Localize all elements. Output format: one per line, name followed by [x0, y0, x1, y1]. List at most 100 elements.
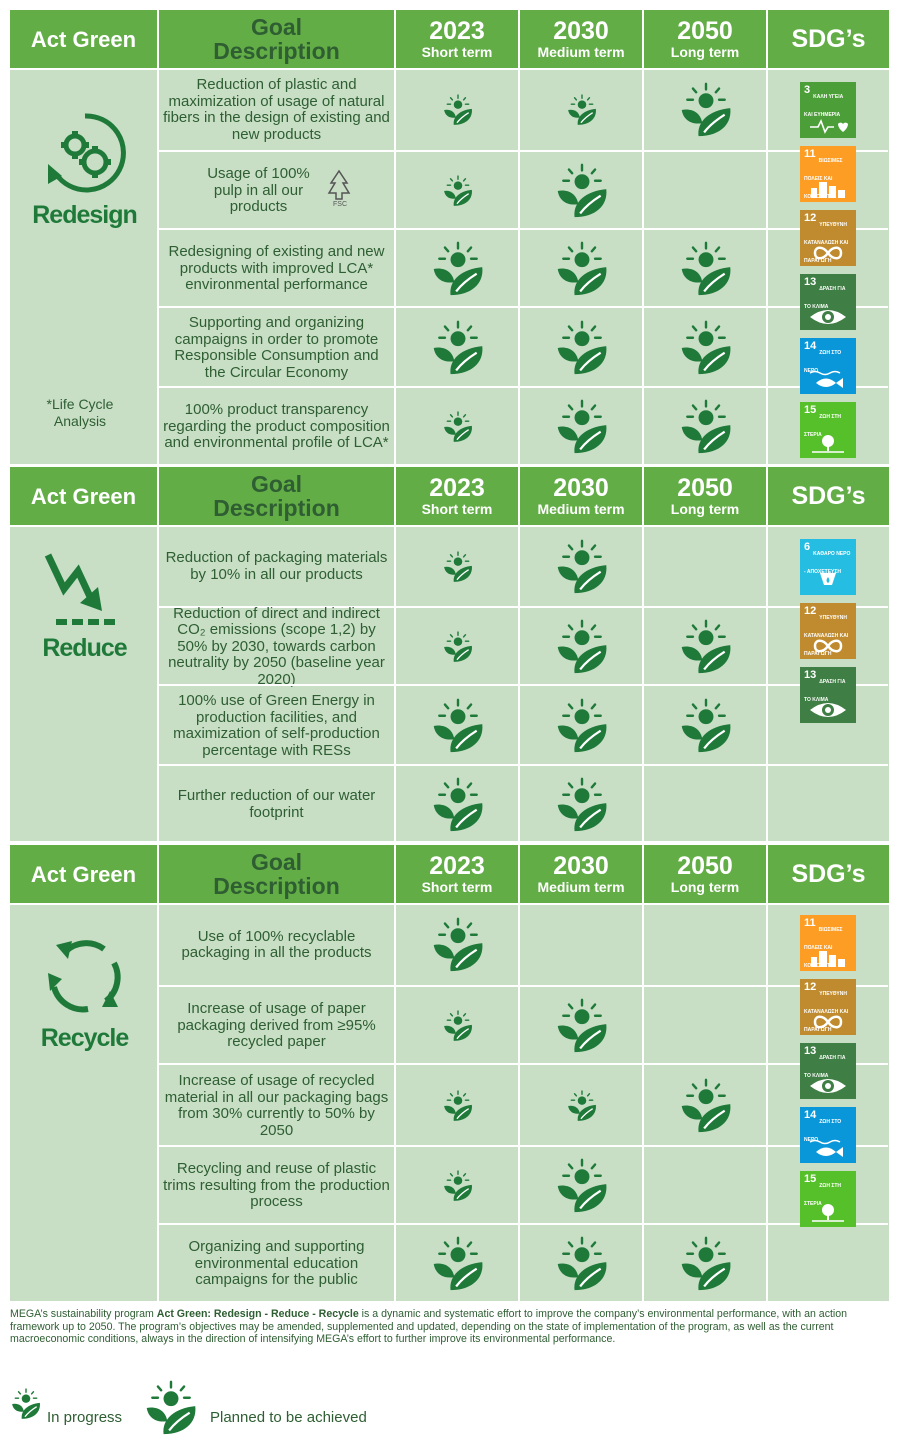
legend-planned: Planned to be achieved	[143, 1380, 403, 1436]
goal-description: Reduction of plastic and maximization of…	[163, 76, 390, 143]
header-y2050-sub: Long term	[670, 878, 740, 895]
planned-icon	[430, 320, 486, 376]
y2030-status	[520, 766, 643, 843]
section-title-group: Reduce	[10, 549, 159, 663]
y2030-status	[520, 608, 643, 686]
header-act-label: Act Green	[30, 861, 137, 887]
y2023-status	[396, 308, 519, 388]
lca-footnote: *Life Cycle Analysis	[46, 396, 114, 429]
header-act: Act Green	[10, 467, 157, 525]
y2050-status	[644, 70, 767, 150]
header-sdg: SDG’s	[768, 10, 889, 68]
planned-icon	[430, 777, 486, 833]
y2030-status	[520, 152, 643, 230]
header-y2023: 2023 Short term	[396, 845, 518, 903]
header-goal-label: Goal Description	[213, 849, 340, 899]
header-y2050-sub: Long term	[670, 500, 740, 517]
goal-row: 100% product transparency regarding the …	[159, 386, 888, 466]
goal-row: Usage of 100% pulp in all our products F…	[159, 150, 888, 230]
goal-row: Further reduction of our water footprint	[159, 764, 888, 843]
header-y2050: 2050 Long term	[644, 845, 766, 903]
planned-icon	[678, 619, 734, 675]
planned-icon	[678, 320, 734, 376]
sdg-3-tile: 3 ΚΑΛΗ ΥΓΕΙΑ ΚΑΙ ΕΥΗΜΕΡΙΑ	[800, 82, 856, 138]
header-act: Act Green	[10, 845, 157, 903]
planned-icon	[678, 1078, 734, 1134]
y2050-status	[644, 527, 767, 606]
goal-row: Organizing and supporting environmental …	[159, 1223, 888, 1303]
header-y2030-label: 2030	[553, 851, 609, 880]
sdg-panel	[768, 905, 889, 1301]
section-reduce: Act Green Goal Description 2023 Short te…	[10, 467, 889, 843]
y2023-status	[396, 766, 519, 843]
section-redesign: Act Green Goal Description 2023 Short te…	[10, 10, 889, 466]
goal-description: Further reduction of our water footprint	[177, 787, 376, 821]
planned-icon	[430, 241, 486, 297]
header-sdg: SDG’s	[768, 467, 889, 525]
sdg-11-tile: 11 ΒΙΩΣΙΜΕΣ ΠΟΛΕΙΣ ΚΑΙ ΚΟΙΝΟΤΗΤΕΣ	[800, 146, 856, 202]
planned-icon	[554, 698, 610, 754]
goal-row: Increase of usage of recycled material i…	[159, 1063, 888, 1147]
sdg-15-tile: 15 ΖΩΗ ΣΤΗ ΣΤΕΡΙΑ	[800, 402, 856, 458]
y2023-status	[396, 987, 519, 1065]
header-y2023-sub: Short term	[421, 500, 493, 517]
in-progress-icon	[442, 175, 474, 207]
fsc-logo-icon: FSC	[319, 169, 355, 214]
y2050-status	[644, 608, 767, 686]
section-icon-panel	[10, 70, 157, 464]
planned-icon	[554, 1236, 610, 1292]
legend-in-progress-label: In progress	[47, 1409, 123, 1426]
y2023-status	[396, 608, 519, 686]
y2023-status	[396, 905, 519, 985]
header-act-label: Act Green	[30, 26, 137, 52]
planned-icon	[554, 998, 610, 1054]
y2050-status	[644, 230, 767, 308]
goal-description: Increase of usage of paper packaging der…	[177, 1000, 376, 1051]
y2023-status	[396, 152, 519, 230]
y2050-status	[644, 388, 767, 466]
y2050-status	[644, 152, 767, 230]
section-icon-panel	[10, 905, 157, 1301]
sdg-14-tile: 14 ΖΩΗ ΣΤΟ ΝΕΡΟ	[800, 1107, 856, 1163]
header-y2050-sub: Long term	[670, 43, 740, 60]
y2050-status	[644, 987, 767, 1065]
goal-description: Supporting and organizing campaigns in o…	[174, 314, 379, 381]
in-progress-icon	[442, 1170, 474, 1202]
sdg-12-tile: 12 ΥΠΕΥΘΥΝΗ ΚΑΤΑΝΑΛΩΣΗ ΚΑΙ ΠΑΡΑΓΩΓΗ	[800, 210, 856, 266]
section-title: Recycle	[40, 1024, 130, 1052]
planned-icon	[430, 917, 486, 973]
in-progress-icon	[442, 1090, 474, 1122]
y2050-status	[644, 686, 767, 766]
header-goal: Goal Description	[159, 845, 394, 903]
goal-row: Supporting and organizing campaigns in o…	[159, 306, 888, 388]
y2030-status	[520, 1065, 643, 1147]
header-y2030-sub: Medium term	[537, 43, 625, 60]
planned-icon	[554, 777, 610, 833]
goal-row: Redesigning of existing and new products…	[159, 228, 888, 308]
header-y2050-label: 2050	[677, 16, 733, 45]
planned-icon	[554, 539, 610, 595]
goals-panel	[159, 905, 766, 1301]
header-goal-label: Goal Description	[213, 471, 340, 521]
sdg-12-tile: 12 ΥΠΕΥΘΥΝΗ ΚΑΤΑΝΑΛΩΣΗ ΚΑΙ ΠΑΡΑΓΩΓΗ	[800, 603, 856, 659]
planned-icon	[678, 698, 734, 754]
section-title-group: Redesign	[10, 110, 159, 230]
sdg-6-tile: 6 ΚΑΘΑΡΟ ΝΕΡΟ - ΑΠΟΧΕΤΕΥΣΗ	[800, 539, 856, 595]
goal-row: Reduction of packaging materials by 10% …	[159, 527, 888, 606]
planned-icon	[430, 698, 486, 754]
in-progress-icon	[566, 94, 598, 126]
recycle-icon	[42, 933, 128, 1024]
header-y2030-label: 2030	[553, 473, 609, 502]
header-sdg-label: SDG’s	[791, 24, 866, 53]
section-title: Redesign	[32, 201, 138, 229]
planned-icon	[554, 320, 610, 376]
section-title: Reduce	[42, 634, 127, 662]
header-act: Act Green	[10, 10, 157, 68]
goal-row: Recycling and reuse of plastic trims res…	[159, 1145, 888, 1225]
y2030-status	[520, 527, 643, 606]
goal-row: Use of 100% recyclable packaging in all …	[159, 905, 888, 985]
planned-icon	[678, 399, 734, 455]
header-y2030-sub: Medium term	[537, 500, 625, 517]
y2030-status	[520, 1225, 643, 1303]
sdg-13-tile: 13 ΔΡΑΣΗ ΓΙΑ ΤΟ ΚΛΙΜΑ	[800, 274, 856, 330]
